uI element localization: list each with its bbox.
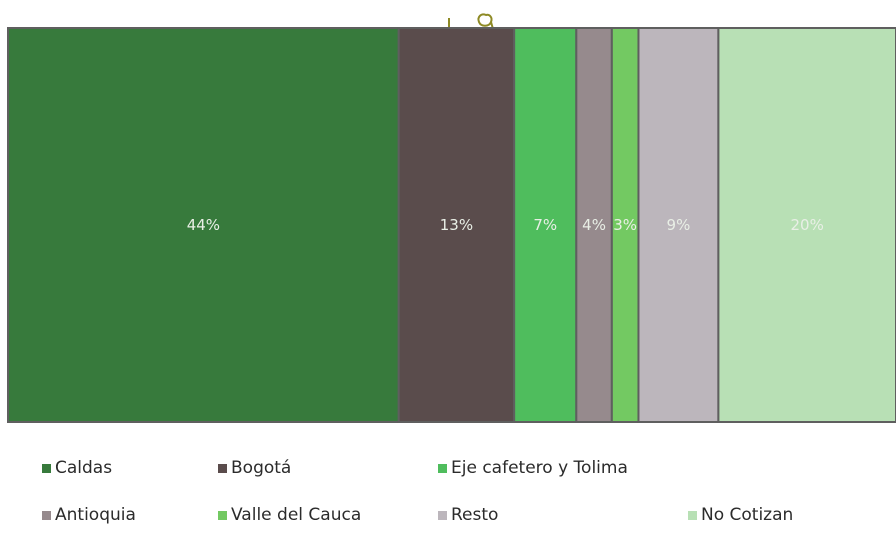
data-labels-layer: 44% 13% 7% 4% 3% 9% 20%: [187, 216, 824, 234]
legend-item-3: Eje cafetero y Tolima: [438, 458, 628, 478]
legend-swatch-5: [218, 510, 227, 520]
bar-segment-1: [7, 27, 400, 423]
legend-label-7: No Cotizan: [701, 505, 794, 525]
bar-segment-5: [610, 27, 640, 423]
data-label-2: 13%: [440, 216, 473, 234]
data-label-6: 9%: [667, 216, 691, 234]
legend-item-2: Bogotá: [218, 458, 291, 478]
bars-layer: [7, 27, 896, 423]
legend-item-7: No Cotizan: [688, 505, 793, 525]
legend-label-3: Eje cafetero y Tolima: [451, 458, 628, 478]
bar-segment-2: [397, 27, 516, 423]
bar-segment-3: [513, 27, 578, 423]
data-label-3: 7%: [533, 216, 557, 234]
legend-label-6: Resto: [451, 505, 499, 525]
bar-segment-7: [717, 27, 896, 423]
legend-swatch-3: [438, 463, 447, 473]
legend-item-1: Caldas: [42, 458, 112, 478]
data-label-7: 20%: [791, 216, 824, 234]
legend-label-5: Valle del Cauca: [231, 505, 362, 525]
legend-label-2: Bogotá: [231, 458, 292, 478]
legend-swatch-2: [218, 463, 227, 473]
legend-item-6: Resto: [438, 505, 498, 525]
legend-swatch-1: [42, 463, 51, 473]
data-label-5: 3%: [613, 216, 637, 234]
legend-item-4: Antioquia: [42, 505, 136, 525]
data-label-4: 4%: [582, 216, 606, 234]
legend-swatch-6: [438, 510, 447, 520]
bar-segment-6: [637, 27, 720, 423]
bar-segment-4: [575, 27, 613, 423]
legend-label-4: Antioquia: [55, 505, 136, 525]
legend-swatch-4: [42, 510, 51, 520]
legend-item-5: Valle del Cauca: [218, 505, 361, 525]
legend-label-1: Caldas: [55, 458, 113, 478]
legend-swatch-7: [688, 510, 697, 520]
data-label-1: 44%: [187, 216, 220, 234]
